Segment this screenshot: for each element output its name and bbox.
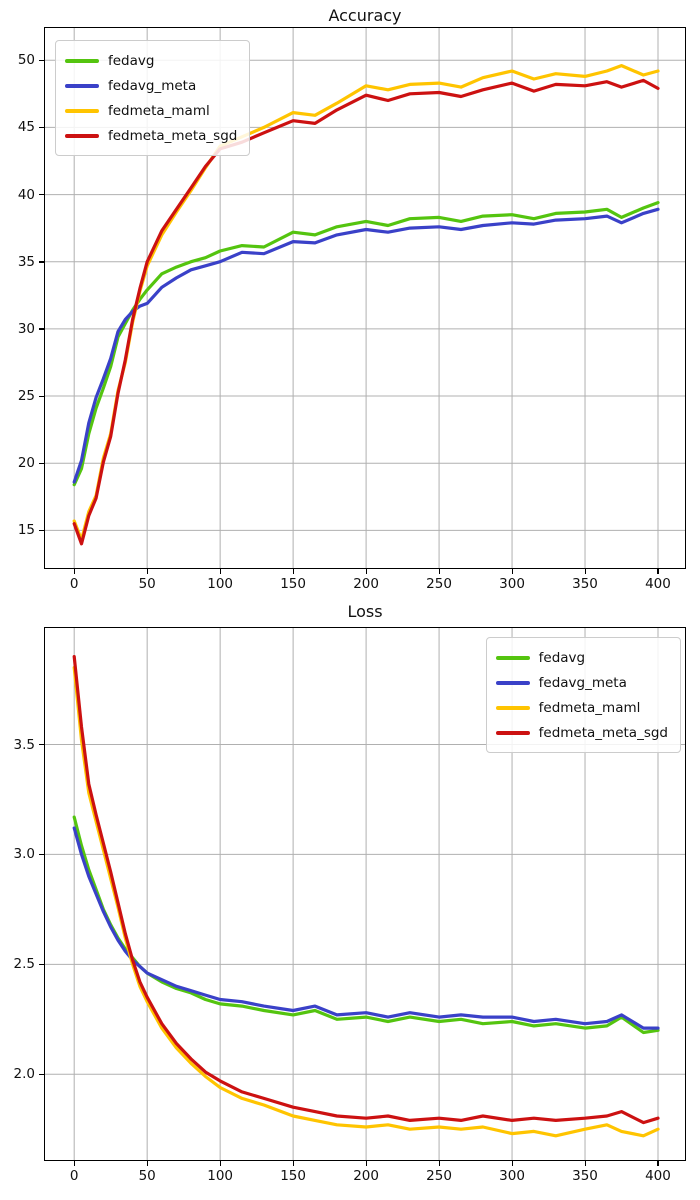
- y-tick-mark: [39, 328, 44, 330]
- series-line-fedmeta_meta_sgd: [72, 654, 660, 1124]
- x-tick-mark: [292, 1161, 294, 1166]
- x-tick-mark: [657, 1161, 659, 1166]
- legend-label: fedmeta_maml: [538, 699, 641, 716]
- x-tick-label: 250: [426, 1168, 452, 1184]
- series-line-fedavg_meta: [72, 207, 660, 484]
- legend-line-swatch: [65, 58, 99, 63]
- x-tick-label: 350: [572, 576, 598, 592]
- x-tick-mark: [219, 1161, 222, 1166]
- accuracy-chart: Accuracy fedavg fedavg_meta fedmeta_maml fe…: [17, 6, 686, 592]
- y-tick-mark: [39, 853, 44, 856]
- y-tick-label: 20: [17, 455, 35, 472]
- y-tick-mark: [39, 744, 44, 746]
- series-line-fedavg_meta: [72, 825, 660, 1030]
- legend-label: fedavg_meta: [538, 674, 627, 691]
- legend-item-fedavg_meta: fedavg_meta: [65, 73, 237, 98]
- x-tick-mark: [73, 1161, 76, 1166]
- x-tick-mark: [438, 569, 440, 574]
- y-tick-label: 2.5: [13, 956, 35, 973]
- x-tick-label: 300: [499, 576, 525, 592]
- x-tick-mark: [584, 569, 586, 574]
- legend-item-fedavg: fedavg: [65, 48, 237, 73]
- legend-item-fedmeta_meta_sgd: fedmeta_meta_sgd: [495, 720, 668, 745]
- x-tick-mark: [438, 1161, 440, 1166]
- y-tick-mark: [39, 1073, 44, 1076]
- legend-item-fedmeta_meta_sgd: fedmeta_meta_sgd: [65, 123, 237, 148]
- x-tick-mark: [657, 569, 659, 574]
- plot-canvas: [44, 27, 685, 568]
- y-tick-mark: [39, 59, 44, 62]
- y-tick-label: 35: [17, 253, 35, 270]
- legend-label: fedavg_meta: [108, 77, 197, 94]
- legend: fedavg fedavg_meta fedmeta_maml fedmeta_met…: [55, 40, 251, 156]
- legend-label: fedmeta_maml: [108, 102, 210, 119]
- x-tick-mark: [219, 569, 222, 574]
- y-tick-label: 3.5: [13, 736, 35, 753]
- legend-label: fedmeta_meta_sgd: [538, 724, 668, 741]
- x-tick-label: 0: [69, 1168, 79, 1184]
- legend-label: fedavg: [538, 649, 586, 666]
- y-tick-mark: [39, 194, 44, 196]
- series-line-fedavg: [72, 200, 660, 486]
- x-tick-mark: [365, 1161, 367, 1166]
- x-tick-label: 200: [353, 1168, 379, 1184]
- x-tick-label: 400: [645, 576, 671, 592]
- legend-item-fedmeta_maml: fedmeta_maml: [65, 98, 237, 123]
- y-tick-label: 15: [17, 522, 35, 539]
- x-tick-label: 50: [138, 576, 156, 592]
- y-tick-mark: [39, 963, 44, 966]
- legend-label: fedmeta_meta_sgd: [108, 127, 238, 144]
- y-tick-label: 50: [17, 52, 35, 69]
- x-tick-label: 150: [280, 1168, 306, 1184]
- x-tick-mark: [511, 569, 513, 574]
- legend-line-swatch: [495, 730, 530, 735]
- x-tick-mark: [365, 569, 367, 574]
- chart-title: Accuracy: [328, 6, 402, 25]
- x-tick-mark: [584, 1161, 586, 1166]
- legend-label: fedavg: [108, 52, 155, 69]
- series-line-fedmeta_meta_sgd: [72, 78, 660, 545]
- legend-line-swatch: [495, 705, 530, 710]
- plot-area: [43, 26, 686, 569]
- x-tick-label: 100: [207, 1168, 234, 1184]
- x-tick-label: 50: [138, 1168, 156, 1184]
- x-tick-label: 250: [426, 576, 452, 592]
- y-tick-label: 3.0: [13, 846, 35, 863]
- y-tick-mark: [39, 529, 44, 532]
- x-tick-mark: [146, 569, 149, 574]
- y-tick-label: 2.0: [13, 1066, 35, 1083]
- x-tick-mark: [292, 569, 294, 574]
- x-tick-mark: [511, 1161, 513, 1166]
- legend-line-swatch: [65, 108, 99, 113]
- y-tick-label: 30: [17, 320, 35, 337]
- y-tick-mark: [39, 395, 44, 397]
- legend-line-swatch: [495, 680, 530, 685]
- legend-item-fedavg: fedavg: [495, 645, 668, 670]
- y-tick-mark: [39, 462, 44, 465]
- legend: fedavg fedavg_meta fedmeta_maml fedmeta_met…: [485, 637, 681, 753]
- chart-title: Loss: [347, 602, 383, 621]
- x-tick-mark: [73, 569, 76, 574]
- legend-line-swatch: [65, 83, 99, 88]
- legend-item-fedmeta_maml: fedmeta_maml: [495, 695, 668, 720]
- y-tick-label: 25: [17, 388, 35, 405]
- x-tick-label: 300: [499, 1168, 525, 1184]
- x-tick-label: 350: [572, 1168, 598, 1184]
- x-tick-label: 0: [69, 576, 79, 592]
- y-tick-mark: [39, 126, 44, 129]
- legend-line-swatch: [65, 133, 99, 138]
- x-tick-label: 400: [645, 1168, 671, 1184]
- y-tick-label: 45: [17, 119, 35, 136]
- x-tick-label: 100: [207, 576, 234, 592]
- y-tick-label: 40: [17, 186, 35, 203]
- legend-item-fedavg_meta: fedavg_meta: [495, 670, 668, 695]
- x-tick-mark: [146, 1161, 149, 1166]
- y-tick-mark: [39, 261, 44, 263]
- x-tick-label: 200: [353, 576, 379, 592]
- legend-line-swatch: [495, 655, 530, 660]
- x-tick-label: 150: [280, 576, 306, 592]
